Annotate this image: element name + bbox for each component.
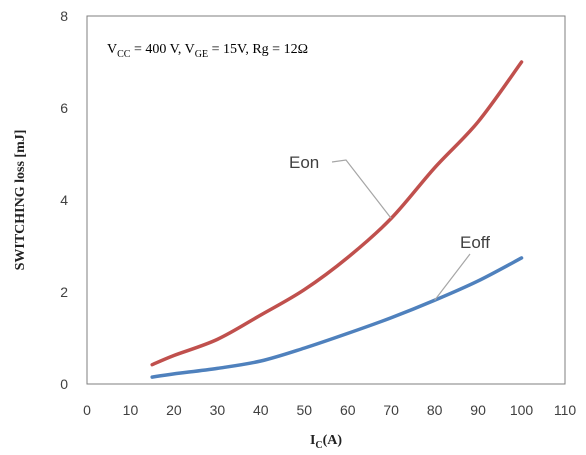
x-tick-label: 50 bbox=[296, 402, 312, 418]
x-tick-label: 20 bbox=[166, 402, 182, 418]
annotation-label-eon: Eon bbox=[289, 153, 319, 172]
plot-frame bbox=[86, 15, 566, 385]
x-tick-label: 80 bbox=[427, 402, 443, 418]
x-tick-label: 10 bbox=[123, 402, 139, 418]
y-tick-label: 8 bbox=[60, 8, 68, 24]
x-tick-label: 70 bbox=[383, 402, 399, 418]
y-axis-ticks: 0 2 4 6 8 bbox=[60, 8, 68, 392]
x-tick-label: 100 bbox=[510, 402, 534, 418]
x-tick-label: 60 bbox=[340, 402, 356, 418]
y-tick-label: 6 bbox=[60, 100, 68, 116]
series-line-eon bbox=[150, 60, 524, 367]
x-tick-label: 110 bbox=[554, 402, 577, 418]
annotation-leader-eoff bbox=[434, 253, 471, 301]
x-axis-title: IC(A) bbox=[310, 433, 342, 451]
y-tick-label: 4 bbox=[60, 192, 68, 208]
annotation-layer: Eon Eoff bbox=[289, 153, 490, 301]
x-tick-label: 40 bbox=[253, 402, 269, 418]
series-layer bbox=[150, 60, 524, 379]
annotation-leader-eon bbox=[331, 159, 392, 219]
x-tick-label: 90 bbox=[470, 402, 486, 418]
y-tick-label: 2 bbox=[60, 284, 68, 300]
annotation-label-eoff: Eoff bbox=[460, 233, 490, 252]
y-axis-title: SWITCHING loss [mJ] bbox=[13, 130, 28, 271]
y-tick-label: 0 bbox=[60, 376, 68, 392]
x-tick-label: 30 bbox=[210, 402, 226, 418]
series-line-eoff bbox=[150, 256, 524, 379]
test-conditions: VCC = 400 V, VGE = 15V, Rg = 12Ω bbox=[107, 42, 308, 60]
x-tick-label: 0 bbox=[83, 402, 91, 418]
x-axis-ticks: 0 10 20 30 40 50 60 70 80 90 100 110 bbox=[83, 402, 576, 418]
